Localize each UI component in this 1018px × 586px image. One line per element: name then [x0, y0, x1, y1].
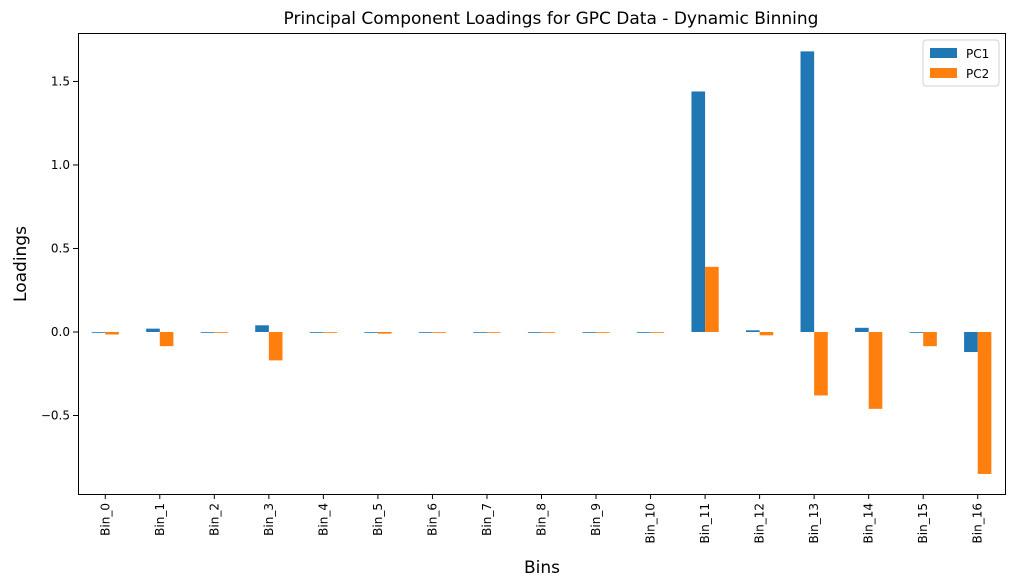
x-tick-label: Bin_9 [589, 503, 603, 536]
x-tick-label: Bin_6 [425, 503, 439, 536]
x-tick-label: Bin_12 [753, 503, 767, 543]
y-axis-label: Loadings [11, 226, 31, 302]
bar-pc2-bin_2 [214, 331, 228, 333]
bar-pc2-bin_4 [323, 331, 338, 333]
bar-pc1-bin_0 [91, 331, 106, 333]
bar-pc1-bin_15 [909, 331, 924, 333]
bar-pc1-bin_2 [200, 331, 215, 333]
bar-pc1-bin_16 [964, 331, 978, 353]
x-axis-label: Bins [524, 558, 560, 578]
bars-group [91, 51, 992, 474]
bar-pc2-bin_5 [377, 331, 392, 334]
bar-pc1-bin_14 [855, 327, 869, 332]
bar-pc2-bin_13 [814, 331, 828, 396]
bar-pc1-bin_8 [527, 331, 542, 333]
bar-pc2-bin_1 [159, 331, 174, 347]
bar-pc1-bin_5 [364, 331, 378, 333]
legend-label-pc1: PC1 [966, 47, 989, 61]
bar-pc2-bin_14 [868, 331, 883, 409]
bar-pc1-bin_11 [691, 91, 706, 332]
bar-pc1-bin_12 [745, 330, 760, 332]
bar-pc1-bin_10 [636, 331, 651, 333]
x-tick-label: Bin_1 [153, 503, 167, 536]
bar-pc2-bin_12 [759, 331, 774, 336]
x-tick-label: Bin_5 [371, 503, 385, 536]
y-tick-label: 0.5 [51, 241, 70, 255]
bar-pc2-bin_11 [705, 266, 719, 332]
bar-pc1-bin_13 [800, 51, 815, 332]
x-tick-label: Bin_10 [644, 503, 658, 543]
x-tick-label: Bin_11 [698, 503, 712, 543]
x-tick-label: Bin_7 [480, 503, 494, 536]
x-tick-label: Bin_15 [916, 503, 930, 543]
legend-swatch-pc2 [930, 68, 957, 78]
bar-pc1-bin_9 [582, 331, 597, 333]
x-tick-label: Bin_16 [971, 503, 985, 543]
x-tick-label: Bin_3 [262, 503, 276, 536]
y-tick-label: 1.5 [51, 74, 70, 88]
bar-pc2-bin_8 [541, 331, 556, 333]
y-tick-label: −0.5 [41, 408, 70, 422]
x-tick-label: Bin_4 [316, 503, 330, 536]
x-axis-ticks: Bin_0 Bin_1 Bin_2 Bin_3 Bin_4 Bin_5 Bin_6 Bin_7… [98, 494, 985, 543]
plot-frame [78, 33, 1006, 495]
bar-pc2-bin_3 [268, 331, 283, 361]
bar-pc2-bin_6 [432, 331, 447, 333]
legend-label-pc2: PC2 [966, 67, 989, 81]
bar-pc2-bin_10 [650, 331, 665, 333]
legend-swatch-pc1 [930, 48, 957, 58]
x-tick-label: Bin_13 [807, 503, 821, 543]
chart-title: Principal Component Loadings for GPC Dat… [284, 9, 819, 29]
x-tick-label: Bin_0 [98, 503, 112, 536]
bar-pc2-bin_16 [977, 331, 992, 474]
bar-pc2-bin_9 [596, 331, 610, 333]
x-tick-label: Bin_2 [207, 503, 221, 536]
bar-pc1-bin_3 [255, 325, 269, 332]
bar-pc2-bin_15 [923, 331, 937, 347]
bar-pc2-bin_7 [486, 331, 501, 333]
x-tick-label: Bin_14 [862, 503, 876, 543]
bar-pc1-bin_4 [309, 331, 324, 333]
bar-pc1-bin_6 [418, 331, 433, 333]
x-tick-label: Bin_8 [535, 503, 549, 536]
y-axis-ticks: −0.5 0.0 0.5 1.0 1.5 [41, 74, 78, 422]
bar-pc1-bin_7 [473, 331, 487, 333]
bar-pc2-bin_0 [105, 331, 119, 335]
y-tick-label: 0.0 [51, 325, 70, 339]
bar-pc1-bin_1 [146, 328, 160, 332]
y-tick-label: 1.0 [51, 158, 70, 172]
